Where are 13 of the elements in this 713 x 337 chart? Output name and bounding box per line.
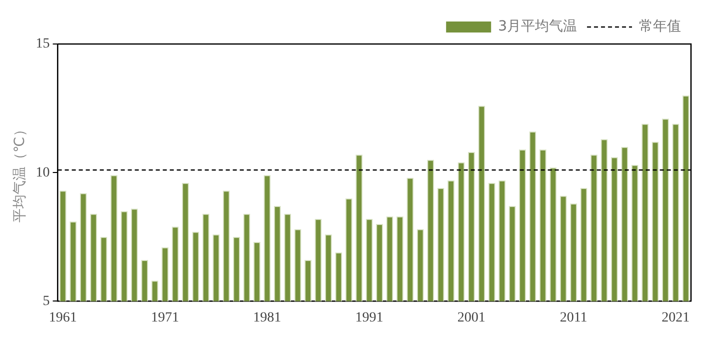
y-tick-label: 5 (42, 294, 50, 309)
x-tick-label: 1981 (253, 310, 282, 326)
legend-label: 常年值 (639, 18, 681, 35)
x-tick-label: 1991 (355, 310, 384, 326)
x-tick-label: 1971 (151, 310, 180, 326)
x-tick-label: 2001 (457, 310, 486, 326)
x-tick-label: 2021 (662, 310, 690, 326)
legend-label: 3月平均气温 (498, 18, 578, 35)
x-tick-label: 2011 (560, 310, 588, 326)
y-tick-label: 15 (36, 36, 50, 52)
x-tick-label: 1961 (48, 310, 77, 326)
y-tick-label: 10 (36, 165, 50, 180)
y-axis-title: 平均气温（℃） (12, 122, 28, 222)
